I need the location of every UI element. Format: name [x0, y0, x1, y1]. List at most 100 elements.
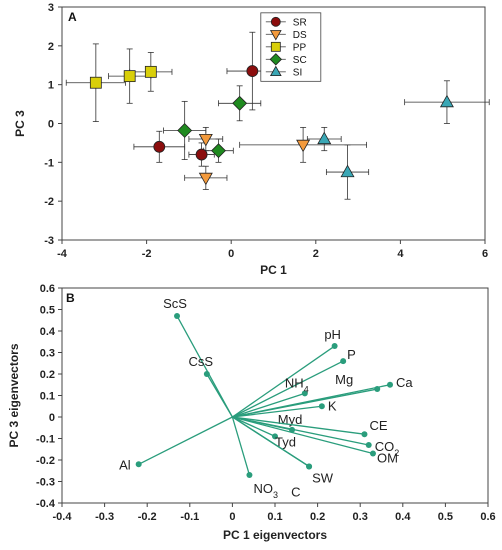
vector-label: K [328, 398, 337, 413]
panel-a-letter: A [68, 10, 77, 24]
vector-line [231, 416, 251, 476]
panel-b-y-tick-label: 0.3 [40, 348, 55, 360]
panel-b-x-tick-label: 0 [229, 511, 235, 523]
vector-tip [272, 433, 278, 440]
panel-a-y-tick-label: -2 [44, 196, 54, 208]
vector-label: CE [369, 418, 387, 433]
panel-a-x-tick-label: 4 [397, 248, 404, 260]
legend-marker-sr [270, 16, 281, 27]
data-point-sc [232, 95, 248, 111]
legend-label-sr: SR [293, 17, 307, 28]
vector-tip [174, 312, 181, 319]
data-point-pp [123, 70, 136, 83]
vector-label: P [347, 347, 356, 362]
panel-a-y-tick-label: 0 [48, 119, 54, 131]
vector-label: NH4 [285, 375, 309, 394]
panel-b-y-tick-label: 0.6 [40, 283, 55, 295]
panel-b-x-tick-label: 0.2 [310, 511, 325, 523]
legend-marker-sc [269, 53, 283, 66]
vector-label: OM [377, 451, 398, 466]
panel-b-y-tick-label: -0.2 [36, 455, 55, 467]
panel-b-x-tick-label: 0.6 [480, 511, 495, 523]
panel-b-y-tick-label: 0.5 [40, 305, 55, 317]
vector-tip [135, 461, 142, 468]
panel-b-y-tick-label: -0.4 [36, 498, 56, 510]
vector-label: NO3 [253, 481, 278, 500]
vector-tip [246, 472, 253, 479]
vector-line [232, 416, 374, 455]
legend-label-si: SI [293, 67, 302, 78]
data-point-sr [246, 65, 259, 77]
panel-b-y-tick-label: 0.1 [40, 391, 55, 403]
panel-a-y-tick-label: -1 [44, 157, 54, 169]
vector-tip [306, 463, 313, 470]
panel-b-y-tick-label: 0.2 [40, 369, 55, 381]
vector-line [176, 315, 233, 418]
panel-b-y-tick-label: 0 [49, 412, 55, 424]
vector-tip [369, 450, 376, 457]
legend-label-sc: SC [293, 55, 307, 66]
legend-label-ds: DS [293, 30, 307, 41]
panel-a-y-tick-label: 3 [48, 2, 54, 14]
data-point-pp [89, 76, 102, 89]
panel-b-letter: B [66, 291, 75, 305]
vector-line [232, 416, 365, 435]
panel-a-y-tick-label: 2 [48, 41, 54, 53]
panel-a-y-tick-label: 1 [48, 80, 54, 92]
panel-b-x-tick-label: -0.2 [138, 511, 157, 523]
vector-label: CsS [189, 354, 214, 369]
panel-b-ticks: -0.4 -0.3 -0.2 -0.1 0 0.1 0.2 0.3 0.4 0.5 0.6 -0.4 -… [36, 283, 496, 523]
legend-label-pp: PP [293, 42, 307, 53]
vector-line [232, 416, 310, 467]
panel-a-x-tick-label: 0 [228, 248, 234, 260]
vector-line [232, 416, 276, 437]
vector-tip [340, 358, 347, 365]
panel-a-x-tick-label: -4 [57, 248, 68, 260]
panel-a-y-tick-label: -3 [44, 235, 54, 247]
data-point-sc [211, 143, 226, 159]
vector-tip [301, 390, 308, 397]
legend-marker-ds [269, 30, 282, 41]
data-point-si [317, 131, 332, 145]
panel-b-x-tick-label: 0.4 [395, 511, 411, 523]
panel-a-x-tick-label: 6 [482, 248, 488, 260]
vector-line [232, 360, 344, 418]
vector-label: Mg [335, 372, 353, 387]
vector-tip [318, 403, 325, 410]
vector-label: Al [119, 457, 131, 472]
panel-a-marks [65, 31, 490, 200]
vector-line [232, 384, 391, 418]
vector-label-subscript: 4 [304, 384, 309, 394]
panel-a-ticks: -4 -2 0 2 4 6 -3 -2 -1 0 1 2 3 [44, 2, 488, 260]
data-point-ds [296, 139, 311, 153]
data-point-ds [198, 172, 213, 186]
panel-b-y-tick-label: -0.3 [36, 477, 55, 489]
vector-line [232, 405, 322, 418]
vector-tip [331, 343, 338, 350]
vector-tip [365, 441, 372, 448]
data-point-si [340, 164, 355, 178]
vector-label: C [291, 484, 300, 499]
vector-label: pH [324, 327, 341, 342]
data-point-sr [153, 140, 166, 153]
panel-b-y-axis-label: PC 3 eigenvectors [7, 343, 21, 447]
vector-line [232, 345, 336, 418]
legend-marker-pp [270, 41, 281, 52]
panel-b-x-axis-label: PC 1 eigenvectors [223, 528, 327, 542]
vector-label-subscript: 2 [394, 448, 399, 458]
panel-a-x-tick-label: 2 [313, 248, 319, 260]
panel-a-x-axis-label: PC 1 [260, 263, 287, 277]
vector-label: Ca [396, 375, 413, 390]
vector-label: ScS [163, 296, 187, 311]
vector-line [232, 416, 369, 446]
vector-line [232, 392, 306, 418]
vector-tip [361, 431, 368, 438]
data-point-sr [195, 148, 208, 161]
data-point-sc [177, 123, 193, 138]
vector-label: SW [312, 470, 334, 485]
panel-a-y-axis-label: PC 3 [13, 110, 27, 137]
vector-line [206, 373, 233, 418]
vector-label: CO2 [375, 439, 400, 458]
